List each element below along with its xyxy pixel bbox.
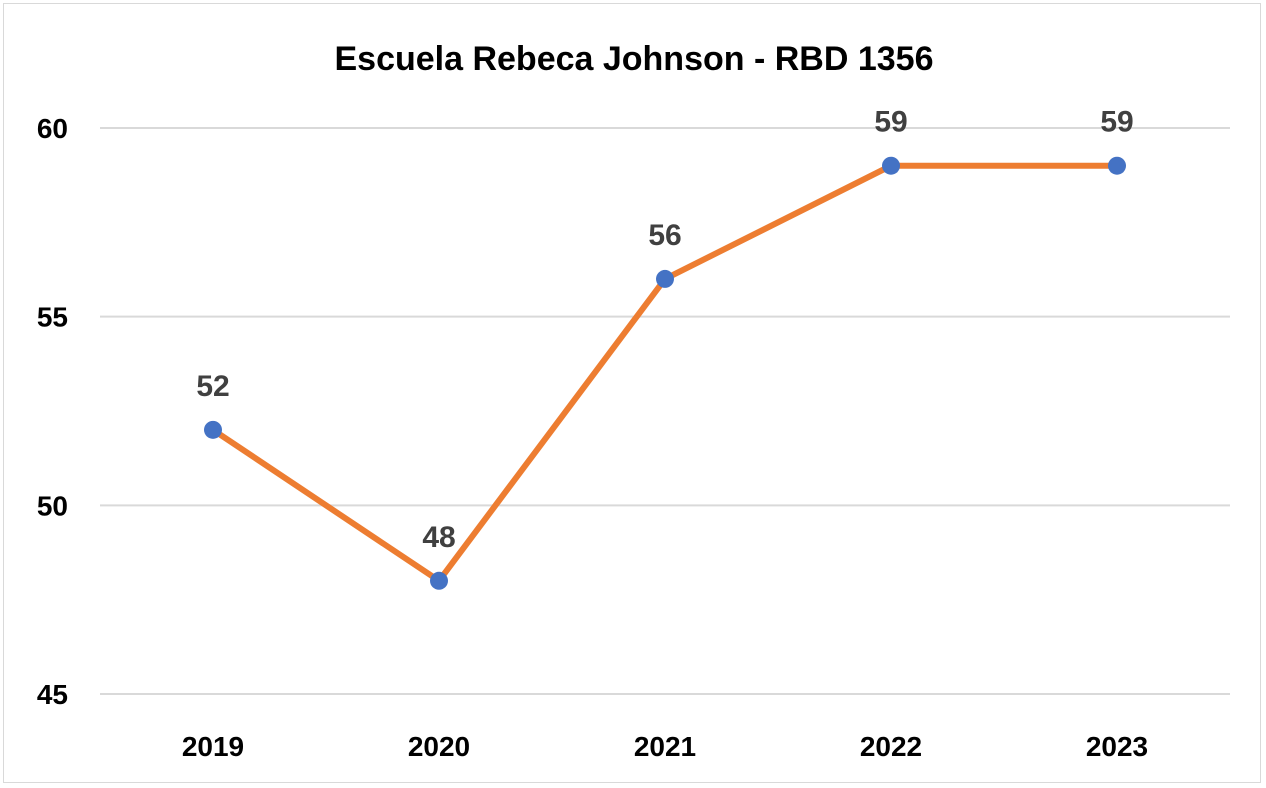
y-tick-label-45: 45	[37, 679, 68, 710]
gridlines	[100, 127, 1230, 695]
chart-title: Escuela Rebeca Johnson - RBD 1356	[334, 40, 933, 78]
data-label-2022: 59	[874, 106, 907, 139]
y-axis-ticks: 45 50 55 60	[37, 113, 68, 710]
data-point-2023	[1108, 156, 1126, 175]
data-label-2019: 52	[196, 370, 229, 403]
data-label-2023: 59	[1100, 106, 1133, 139]
x-tick-label-2019: 2019	[182, 731, 244, 762]
x-axis-ticks: 2019 2020 2021 2022 2023	[182, 731, 1148, 762]
data-labels: 52 48 56 59 59	[196, 106, 1133, 554]
x-tick-label-2021: 2021	[634, 731, 696, 762]
y-tick-label-55: 55	[37, 302, 68, 333]
x-tick-label-2022: 2022	[860, 731, 922, 762]
data-markers	[204, 156, 1126, 590]
y-tick-label-50: 50	[37, 490, 68, 521]
chart-frame	[3, 3, 1261, 783]
data-point-2020	[430, 571, 448, 590]
data-point-2022	[882, 156, 900, 175]
x-tick-label-2023: 2023	[1086, 731, 1148, 762]
x-tick-label-2020: 2020	[408, 731, 470, 762]
data-point-2021	[656, 269, 674, 288]
data-label-2020: 48	[422, 521, 455, 554]
data-label-2021: 56	[648, 219, 681, 252]
data-point-2019	[204, 420, 222, 439]
y-tick-label-60: 60	[37, 113, 68, 144]
